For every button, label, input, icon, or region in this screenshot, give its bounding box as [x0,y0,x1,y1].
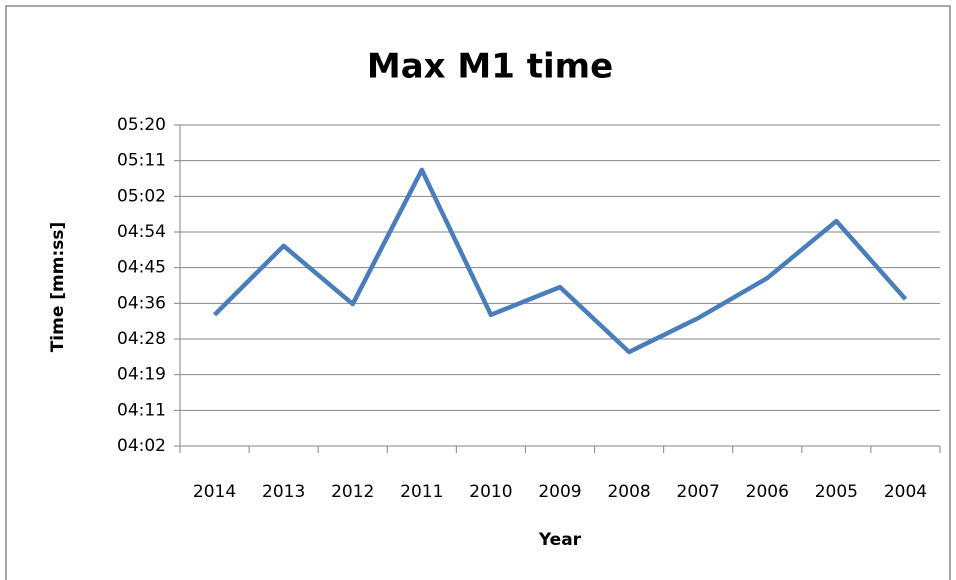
x-tick-label: 2006 [746,482,789,502]
y-tick-label: 04:28 [117,329,166,349]
x-tick-label: 2011 [400,482,443,502]
y-tick-label: 05:02 [117,186,166,206]
chart-title: Max M1 time [367,47,613,87]
x-tick-label: 2010 [469,482,512,502]
line-series [212,167,908,355]
y-tick-label: 04:45 [117,258,166,278]
y-tick-label: 04:11 [117,400,166,420]
x-tick-label: 2009 [538,482,581,502]
y-tick-label: 04:54 [117,222,166,242]
y-tick-label: 04:36 [117,293,166,313]
x-tick-label: 2007 [677,482,720,502]
y-tick-label: 05:11 [117,151,166,171]
x-tick-label: 2004 [884,482,927,502]
x-tick-label: 2013 [262,482,305,502]
x-tick-label: 2014 [193,482,236,502]
x-tick-label: 2005 [815,482,858,502]
y-tick-label: 04:02 [117,436,166,456]
y-tick-label: 04:19 [117,365,166,385]
x-tick-label: 2008 [607,482,650,502]
y-axis-label: Time [mm:ss] [48,222,68,353]
x-tick-label: 2012 [331,482,374,502]
x-axis-label: Year [538,530,582,550]
chart-frame [5,5,951,580]
y-tick-label: 05:20 [117,115,166,135]
